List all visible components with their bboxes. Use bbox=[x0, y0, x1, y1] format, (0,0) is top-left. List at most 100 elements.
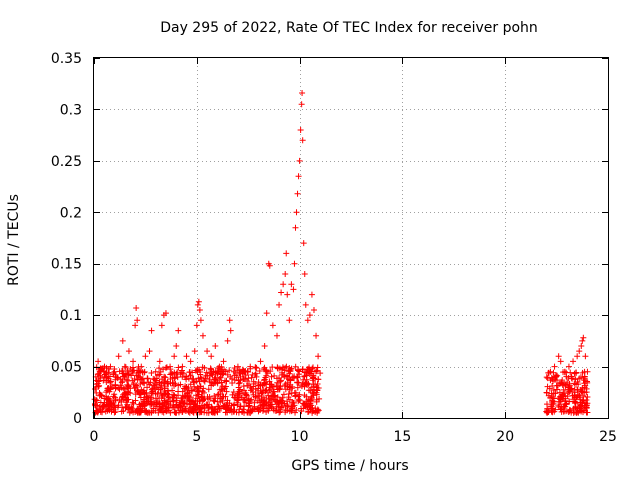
data-point bbox=[554, 386, 561, 393]
data-point bbox=[191, 348, 198, 355]
data-point bbox=[259, 395, 266, 402]
data-point bbox=[292, 409, 299, 416]
data-point bbox=[267, 368, 274, 375]
data-point bbox=[133, 304, 140, 311]
data-point bbox=[111, 409, 118, 416]
data-point bbox=[296, 157, 303, 164]
data-point bbox=[232, 394, 239, 401]
data-point bbox=[283, 250, 290, 257]
data-point bbox=[137, 380, 144, 387]
data-point bbox=[216, 363, 223, 370]
data-point bbox=[222, 409, 229, 416]
data-point bbox=[245, 397, 252, 404]
data-point bbox=[562, 403, 569, 410]
data-point bbox=[194, 384, 201, 391]
data-point bbox=[185, 395, 192, 402]
data-point bbox=[209, 404, 216, 411]
data-point bbox=[214, 391, 221, 398]
data-point bbox=[297, 127, 304, 133]
data-point bbox=[165, 404, 172, 411]
data-point bbox=[292, 363, 299, 370]
data-point bbox=[93, 384, 100, 391]
data-point bbox=[195, 391, 202, 398]
data-point bbox=[565, 408, 572, 415]
data-point bbox=[300, 376, 307, 383]
data-point bbox=[129, 364, 136, 371]
data-point bbox=[556, 403, 563, 410]
data-point bbox=[291, 260, 298, 267]
data-point bbox=[287, 368, 294, 375]
data-point bbox=[97, 408, 104, 415]
data-point bbox=[270, 388, 277, 395]
data-point bbox=[212, 395, 219, 402]
data-point bbox=[156, 379, 163, 386]
data-point bbox=[187, 358, 194, 365]
data-point bbox=[313, 391, 320, 398]
data-point bbox=[162, 374, 169, 381]
x-tick-labels: 0 5 10 15 20 25 bbox=[90, 429, 617, 445]
data-point bbox=[314, 409, 321, 416]
data-point bbox=[240, 383, 247, 390]
data-point bbox=[224, 397, 231, 404]
data-point bbox=[146, 392, 153, 399]
data-point bbox=[261, 343, 268, 349]
data-point bbox=[282, 386, 289, 393]
data-point bbox=[557, 358, 564, 365]
data-point bbox=[226, 367, 233, 374]
data-point bbox=[179, 394, 186, 401]
data-point bbox=[220, 393, 227, 400]
data-point bbox=[313, 367, 320, 374]
data-point bbox=[242, 392, 249, 399]
data-point bbox=[283, 363, 290, 370]
data-point bbox=[247, 387, 254, 394]
data-point bbox=[159, 393, 166, 400]
data-point bbox=[581, 403, 588, 410]
x-tick-label: 10 bbox=[291, 429, 309, 445]
data-point bbox=[572, 400, 579, 407]
data-point bbox=[315, 384, 322, 391]
data-point bbox=[310, 392, 317, 399]
data-point bbox=[181, 374, 188, 381]
data-point bbox=[147, 396, 154, 403]
data-point bbox=[183, 383, 190, 390]
data-point bbox=[268, 404, 275, 411]
data-point bbox=[302, 301, 309, 308]
data-point bbox=[240, 376, 247, 383]
data-point bbox=[157, 368, 164, 375]
data-point bbox=[230, 368, 237, 375]
data-point bbox=[189, 376, 196, 383]
data-point bbox=[252, 370, 259, 377]
data-point bbox=[547, 368, 554, 375]
data-point bbox=[248, 396, 255, 403]
data-point bbox=[151, 376, 158, 383]
data-point bbox=[219, 371, 226, 378]
data-point bbox=[179, 408, 186, 415]
x-tick-label: 20 bbox=[496, 429, 514, 445]
data-point bbox=[171, 353, 178, 360]
data-point bbox=[544, 375, 551, 382]
data-point bbox=[303, 393, 310, 400]
data-point bbox=[574, 386, 581, 393]
data-point bbox=[282, 271, 289, 277]
data-point bbox=[188, 387, 195, 394]
data-point bbox=[266, 387, 273, 394]
data-point bbox=[257, 406, 264, 413]
data-point bbox=[281, 382, 288, 389]
data-point bbox=[300, 240, 307, 247]
data-point bbox=[295, 173, 302, 180]
data-point bbox=[310, 407, 317, 414]
data-point bbox=[165, 387, 172, 394]
data-point bbox=[190, 379, 197, 386]
data-point bbox=[299, 89, 306, 96]
data-point bbox=[125, 377, 132, 384]
data-point bbox=[112, 381, 119, 388]
data-point bbox=[299, 137, 306, 144]
data-point bbox=[253, 373, 260, 380]
data-point bbox=[205, 404, 212, 411]
data-point bbox=[269, 364, 276, 371]
data-point bbox=[241, 368, 248, 375]
y-tick-label: 0.35 bbox=[51, 51, 82, 67]
data-point bbox=[573, 409, 580, 416]
data-point bbox=[124, 401, 131, 408]
data-point bbox=[543, 389, 550, 396]
